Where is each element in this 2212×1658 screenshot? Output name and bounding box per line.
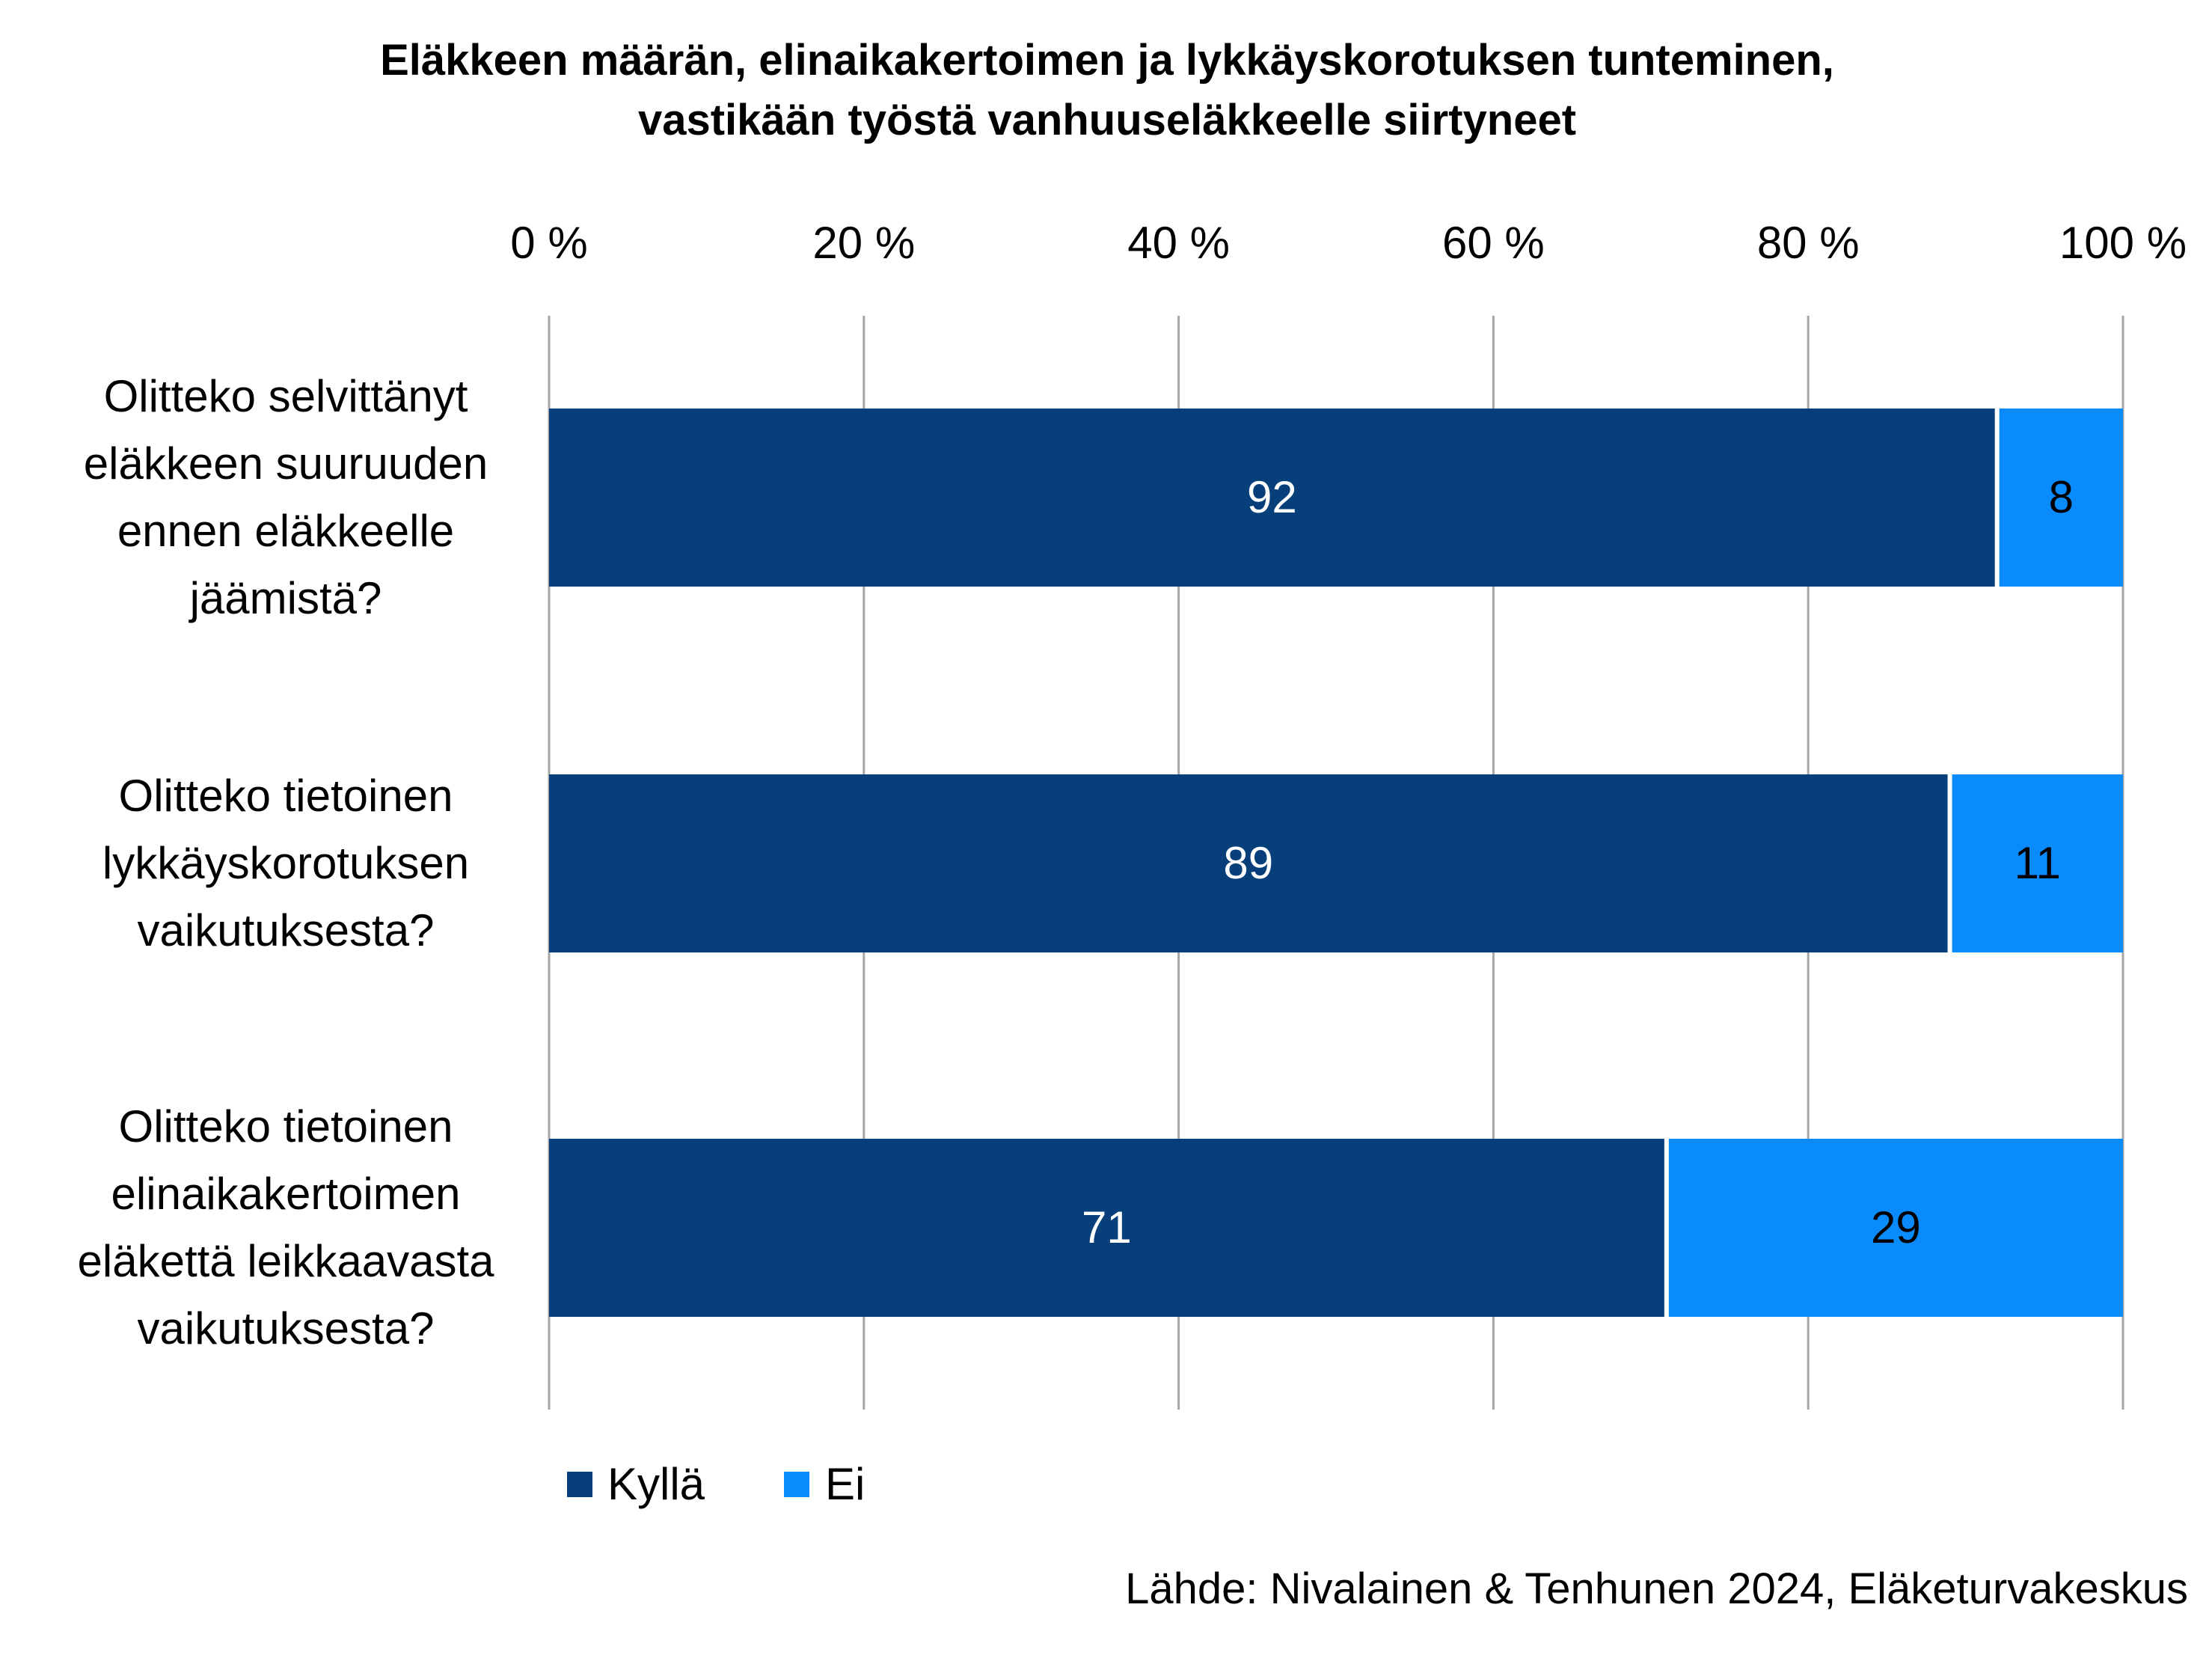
category-label-line: lykkäyskorotuksen <box>102 838 469 888</box>
chart-title-line: Eläkkeen määrän, elinaikakertoimen ja ly… <box>380 36 1834 85</box>
legend: Kyllä Ei <box>567 1459 865 1509</box>
category-labels: Olitteko selvittänyt eläkkeen suuruuden en… <box>78 371 495 1353</box>
category-label-line: eläkkeen suuruuden <box>84 438 488 489</box>
data-label: 92 <box>1247 472 1297 522</box>
category-label-line: elinaikakertoimen <box>111 1169 461 1219</box>
chart-title-group: Eläkkeen määrän, elinaikakertoimen ja ly… <box>380 36 1834 144</box>
x-tick-label: 40 % <box>1127 218 1230 268</box>
source-note-group: Lähde: Nivalainen & Tenhunen 2024, Eläke… <box>1125 1564 2188 1613</box>
x-tick-label: 80 % <box>1757 218 1860 268</box>
legend-label: Kyllä <box>607 1459 705 1509</box>
bar-kyllä-3 <box>549 1139 1664 1317</box>
category-label-line: Olitteko selvittänyt <box>104 371 468 421</box>
bar-kyllä-2 <box>549 774 1948 952</box>
category-label-line: Olitteko tietoinen <box>119 1101 453 1151</box>
category-label-line: ennen eläkkeelle <box>117 506 454 556</box>
data-label: 11 <box>2015 838 2061 888</box>
category-label-line: jäämistä? <box>189 573 382 623</box>
legend-swatch-ei <box>784 1472 809 1497</box>
bar-ei-2 <box>1952 774 2123 952</box>
category-label-line: vaikutuksesta? <box>138 905 435 955</box>
bar-ei-1 <box>1999 409 2123 587</box>
data-label: 71 <box>1082 1202 1132 1252</box>
x-tick-label: 0 % <box>510 218 587 268</box>
chart-title-line: vastikään työstä vanhuuseläkkeelle siirt… <box>638 96 1576 144</box>
x-axis-tick-labels: 0 % 20 % 40 % 60 % 80 % 100 % <box>510 218 2187 268</box>
legend-label: Ei <box>825 1459 865 1509</box>
data-label: 89 <box>1223 838 1273 888</box>
legend-swatch-kyllä <box>567 1472 592 1497</box>
data-label: 8 <box>2049 472 2074 522</box>
bar-kyllä-1 <box>549 409 1995 587</box>
category-label-line: vaikutuksesta? <box>138 1303 435 1353</box>
bar-ei-3 <box>1668 1139 2123 1317</box>
x-tick-label: 100 % <box>2059 218 2187 268</box>
category-label-line: Olitteko tietoinen <box>119 771 453 821</box>
data-label: 29 <box>1871 1202 1921 1252</box>
bars: 92 8 89 11 71 29 <box>549 409 2123 1317</box>
x-tick-label: 20 % <box>812 218 915 268</box>
source-note: Lähde: Nivalainen & Tenhunen 2024, Eläke… <box>1125 1564 2188 1613</box>
x-tick-label: 60 % <box>1442 218 1545 268</box>
category-label-line: eläkettä leikkaavasta <box>78 1236 495 1286</box>
